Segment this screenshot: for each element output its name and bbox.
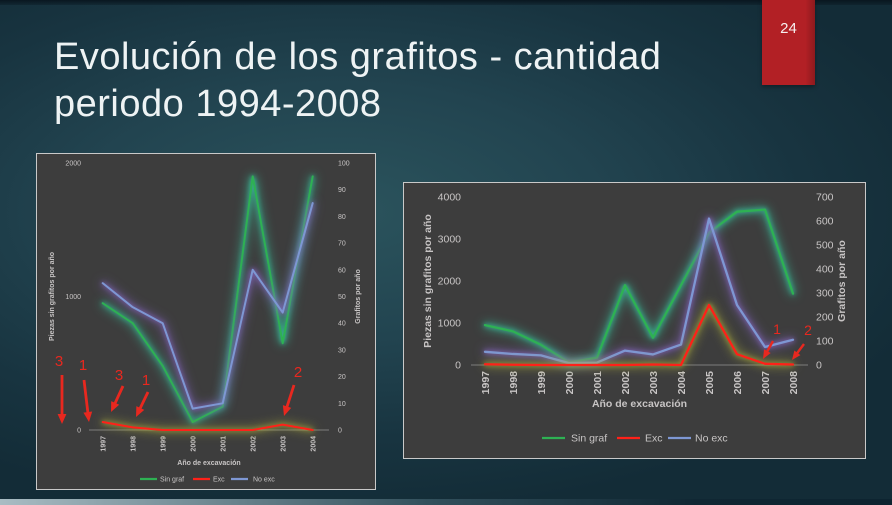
svg-text:50: 50: [338, 294, 346, 301]
svg-text:Sin graf: Sin graf: [571, 433, 607, 445]
svg-text:1998: 1998: [508, 371, 520, 395]
svg-text:1000: 1000: [438, 318, 462, 330]
svg-text:2008: 2008: [788, 371, 800, 395]
svg-text:90: 90: [338, 187, 346, 194]
svg-text:3: 3: [115, 367, 123, 384]
svg-text:70: 70: [338, 241, 346, 248]
svg-text:Grafitos por año: Grafitos por año: [355, 269, 362, 323]
svg-text:0: 0: [338, 427, 342, 434]
svg-text:300: 300: [816, 288, 834, 300]
svg-text:2000: 2000: [65, 160, 81, 167]
svg-text:Grafitos por año: Grafitos por año: [836, 240, 848, 322]
svg-text:80: 80: [338, 214, 346, 221]
slide-title: Evolución de los grafitos - cantidad per…: [54, 34, 734, 128]
svg-text:1999: 1999: [160, 436, 167, 452]
svg-text:10: 10: [338, 401, 346, 408]
svg-text:600: 600: [816, 216, 834, 228]
svg-text:2003: 2003: [280, 436, 287, 452]
svg-text:2: 2: [804, 322, 812, 338]
svg-text:0: 0: [816, 360, 822, 372]
svg-text:2000: 2000: [564, 371, 576, 395]
svg-text:1998: 1998: [130, 436, 137, 452]
svg-text:2000: 2000: [438, 276, 462, 288]
svg-text:30: 30: [338, 347, 346, 354]
right-line-chart: 0 1000 2000 3000 4000 0 100 200 300 400 500 600 700 1…: [403, 182, 866, 459]
svg-text:20: 20: [338, 374, 346, 381]
slide-title-line2: periodo 1994-2008: [54, 83, 382, 125]
svg-text:2006: 2006: [732, 371, 744, 395]
svg-text:2: 2: [294, 364, 302, 381]
svg-text:1000: 1000: [65, 294, 81, 301]
svg-text:2001: 2001: [220, 436, 227, 452]
svg-text:3000: 3000: [438, 234, 462, 246]
svg-text:1999: 1999: [536, 371, 548, 395]
right-line-chart-svg: 0 1000 2000 3000 4000 0 100 200 300 400 500 600 700 1…: [422, 192, 848, 445]
svg-text:500: 500: [816, 240, 834, 252]
svg-text:3: 3: [55, 353, 63, 370]
svg-text:100: 100: [816, 336, 834, 348]
svg-text:400: 400: [816, 264, 834, 276]
svg-text:1: 1: [79, 357, 87, 374]
svg-text:2002: 2002: [620, 371, 632, 395]
slide-top-edge: [0, 0, 892, 5]
svg-text:Exc: Exc: [213, 476, 225, 483]
svg-text:Piezas sin grafitos por año: Piezas sin grafitos por año: [422, 214, 434, 348]
svg-text:2005: 2005: [704, 371, 716, 395]
svg-text:2003: 2003: [648, 371, 660, 395]
svg-text:1997: 1997: [480, 371, 492, 395]
svg-text:2000: 2000: [190, 436, 197, 452]
svg-text:0: 0: [455, 360, 461, 372]
svg-text:Piezas sin grafitos por año: Piezas sin grafitos por año: [49, 252, 56, 341]
svg-text:2001: 2001: [592, 371, 604, 395]
svg-text:200: 200: [816, 312, 834, 324]
svg-text:1997: 1997: [100, 436, 107, 452]
page-number: 24: [780, 20, 797, 37]
svg-text:Año de excavación: Año de excavación: [177, 460, 240, 467]
left-line-chart-svg: 0 1000 2000 0 10 20 30 40 50 60 70 80 90 100 1997 1998 1…: [49, 160, 362, 483]
svg-text:No exc: No exc: [695, 433, 728, 445]
page-number-badge: 24: [762, 0, 815, 85]
slide-bottom-edge: [0, 499, 892, 505]
svg-text:2002: 2002: [250, 436, 257, 452]
svg-text:2007: 2007: [760, 371, 772, 395]
slide-title-line1: Evolución de los grafitos - cantidad: [54, 36, 662, 78]
svg-text:4000: 4000: [438, 192, 462, 204]
svg-text:40: 40: [338, 321, 346, 328]
svg-text:100: 100: [338, 160, 350, 167]
svg-text:700: 700: [816, 192, 834, 204]
svg-text:No exc: No exc: [253, 476, 275, 483]
svg-text:Año de excavación: Año de excavación: [592, 398, 687, 410]
svg-text:2004: 2004: [310, 436, 317, 452]
svg-text:0: 0: [77, 427, 81, 434]
svg-text:60: 60: [338, 267, 346, 274]
svg-text:1: 1: [773, 321, 781, 337]
svg-text:Exc: Exc: [645, 433, 663, 445]
svg-text:1: 1: [142, 372, 150, 389]
svg-text:Sin graf: Sin graf: [160, 476, 184, 483]
left-line-chart: 0 1000 2000 0 10 20 30 40 50 60 70 80 90 100 1997 1998 1…: [36, 153, 376, 490]
svg-text:2004: 2004: [676, 371, 688, 395]
